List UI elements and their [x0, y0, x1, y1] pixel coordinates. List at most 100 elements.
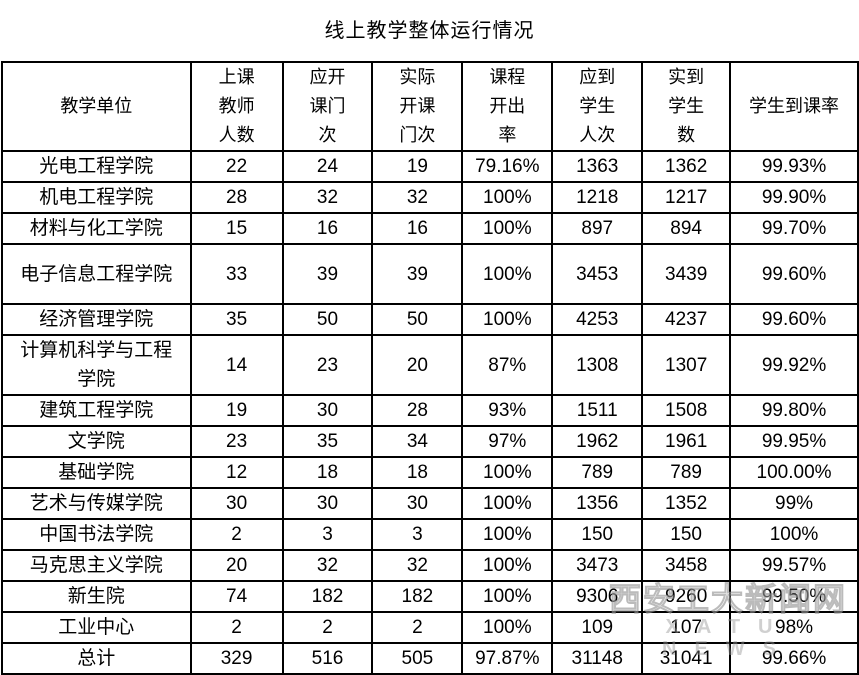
cell-actual-courses: 3	[371, 518, 464, 551]
cell-teachers: 23	[189, 425, 284, 458]
cell-expected-students: 1218	[551, 181, 644, 214]
table-row: 建筑工程学院 19 30 28 93% 1511 1508 99.80%	[1, 394, 859, 427]
cell-expected-students: 9306	[551, 580, 644, 613]
cell-course-rate: 100%	[461, 456, 554, 489]
cell-teachers: 12	[189, 456, 284, 489]
table-row: 计算机科学与工程学院 14 23 20 87% 1308 1307 99.92%	[1, 334, 859, 396]
cell-teachers: 20	[189, 549, 284, 582]
cell-unit: 建筑工程学院	[1, 394, 192, 427]
header-planned-courses: 应开课门次	[281, 61, 374, 152]
cell-actual-courses: 182	[371, 580, 464, 613]
cell-actual-students: 3439	[641, 243, 732, 305]
cell-attendance-rate: 98%	[729, 611, 859, 644]
header-actual-students: 实到学生数	[641, 61, 732, 152]
cell-actual-courses: 50	[371, 303, 464, 336]
cell-actual-students: 150	[641, 518, 732, 551]
cell-course-rate: 87%	[461, 334, 554, 396]
header-unit: 教学单位	[1, 61, 192, 152]
cell-planned-courses: 24	[281, 150, 374, 183]
cell-expected-students: 1511	[551, 394, 644, 427]
cell-course-rate: 97%	[461, 425, 554, 458]
table-row: 马克思主义学院 20 32 32 100% 3473 3458 99.57%	[1, 549, 859, 582]
cell-actual-courses: 32	[371, 549, 464, 582]
cell-course-rate: 100%	[461, 518, 554, 551]
cell-planned-courses: 16	[281, 212, 374, 245]
table-header-row: 教学单位 上课教师人数 应开课门次 实际开课门次 课程开出率 应到学生人次 实到学生数 学生到…	[1, 61, 859, 152]
cell-attendance-rate: 99.50%	[729, 580, 859, 613]
cell-actual-courses: 39	[371, 243, 464, 305]
cell-expected-students: 3473	[551, 549, 644, 582]
table-row: 材料与化工学院 15 16 16 100% 897 894 99.70%	[1, 212, 859, 245]
cell-course-rate: 100%	[461, 487, 554, 520]
cell-unit: 新生院	[1, 580, 192, 613]
cell-attendance-rate: 99.95%	[729, 425, 859, 458]
cell-actual-students: 1362	[641, 150, 732, 183]
cell-teachers: 30	[189, 487, 284, 520]
cell-teachers: 19	[189, 394, 284, 427]
table-row: 文学院 23 35 34 97% 1962 1961 99.95%	[1, 425, 859, 458]
cell-expected-students: 1308	[551, 334, 644, 396]
cell-attendance-rate: 99%	[729, 487, 859, 520]
table-row: 新生院 74 182 182 100% 9306 9260 99.50%	[1, 580, 859, 613]
cell-actual-students: 1508	[641, 394, 732, 427]
cell-actual-students: 3458	[641, 549, 732, 582]
cell-actual-students: 894	[641, 212, 732, 245]
cell-actual-students: 789	[641, 456, 732, 489]
cell-actual-courses: 28	[371, 394, 464, 427]
cell-course-rate: 100%	[461, 212, 554, 245]
cell-planned-courses: 182	[281, 580, 374, 613]
cell-actual-courses: 18	[371, 456, 464, 489]
cell-attendance-rate: 99.80%	[729, 394, 859, 427]
cell-course-rate: 100%	[461, 611, 554, 644]
header-actual-courses: 实际开课门次	[371, 61, 464, 152]
cell-unit: 经济管理学院	[1, 303, 192, 336]
page-title: 线上教学整体运行情况	[324, 18, 535, 42]
header-attendance-rate: 学生到课率	[729, 61, 859, 152]
cell-attendance-rate: 99.60%	[729, 303, 859, 336]
cell-teachers: 14	[189, 334, 284, 396]
cell-teachers: 22	[189, 150, 284, 183]
cell-actual-courses: 20	[371, 334, 464, 396]
cell-teachers: 28	[189, 181, 284, 214]
cell-actual-courses: 2	[371, 611, 464, 644]
table-row: 基础学院 12 18 18 100% 789 789 100.00%	[1, 456, 859, 489]
cell-actual-students: 1961	[641, 425, 732, 458]
cell-planned-courses: 30	[281, 394, 374, 427]
cell-actual-students: 1352	[641, 487, 732, 520]
cell-expected-students: 1363	[551, 150, 644, 183]
cell-attendance-rate: 99.93%	[729, 150, 859, 183]
cell-attendance-rate: 99.92%	[729, 334, 859, 396]
cell-expected-students: 1356	[551, 487, 644, 520]
cell-expected-students: 1962	[551, 425, 644, 458]
cell-expected-students: 789	[551, 456, 644, 489]
cell-actual-courses: 34	[371, 425, 464, 458]
cell-course-rate: 100%	[461, 549, 554, 582]
cell-expected-students: 897	[551, 212, 644, 245]
table-row: 工业中心 2 2 2 100% 109 107 98%	[1, 611, 859, 644]
cell-course-rate: 100%	[461, 181, 554, 214]
cell-attendance-rate: 99.57%	[729, 549, 859, 582]
cell-teachers: 33	[189, 243, 284, 305]
table-row: 经济管理学院 35 50 50 100% 4253 4237 99.60%	[1, 303, 859, 336]
cell-unit: 计算机科学与工程学院	[1, 334, 192, 396]
cell-actual-courses: 16	[371, 212, 464, 245]
cell-attendance-rate: 100%	[729, 518, 859, 551]
header-expected-students: 应到学生人次	[551, 61, 644, 152]
cell-attendance-rate: 99.60%	[729, 243, 859, 305]
cell-unit: 文学院	[1, 425, 192, 458]
cell-actual-students: 1217	[641, 181, 732, 214]
cell-planned-courses: 32	[281, 181, 374, 214]
cell-expected-students: 3453	[551, 243, 644, 305]
cell-unit: 中国书法学院	[1, 518, 192, 551]
table-row: 艺术与传媒学院 30 30 30 100% 1356 1352 99%	[1, 487, 859, 520]
cell-planned-courses: 18	[281, 456, 374, 489]
cell-planned-courses: 50	[281, 303, 374, 336]
data-table: 教学单位 上课教师人数 应开课门次 实际开课门次 课程开出率 应到学生人次 实到学生数 学生到…	[1, 61, 859, 675]
cell-planned-courses: 39	[281, 243, 374, 305]
cell-actual-students: 1307	[641, 334, 732, 396]
table-row: 电子信息工程学院 33 39 39 100% 3453 3439 99.60%	[1, 243, 859, 305]
cell-expected-students: 109	[551, 611, 644, 644]
cell-attendance-rate: 100.00%	[729, 456, 859, 489]
cell-unit: 电子信息工程学院	[1, 243, 192, 305]
table-row: 中国书法学院 2 3 3 100% 150 150 100%	[1, 518, 859, 551]
